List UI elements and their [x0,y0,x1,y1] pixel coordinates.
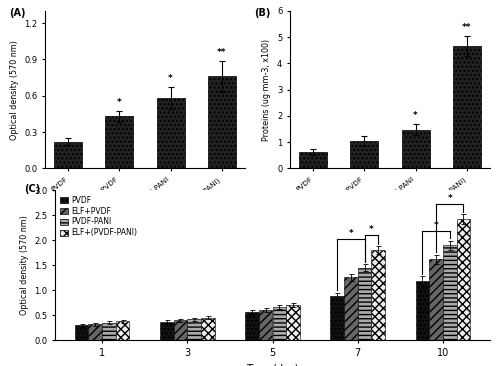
Bar [330,296,344,340]
Text: (A): (A) [9,8,26,18]
Bar [443,245,456,340]
Bar [208,76,236,168]
Y-axis label: Optical density (570 nm): Optical density (570 nm) [10,40,18,139]
Bar [174,320,188,340]
Bar [358,268,372,340]
Bar [344,277,358,340]
Bar [299,152,328,168]
Text: *: * [369,225,374,234]
Bar [372,250,385,340]
Y-axis label: Optical density (570 nm): Optical density (570 nm) [20,216,28,315]
Bar [102,323,116,340]
Text: **: ** [462,23,471,33]
Y-axis label: Proteins (ug·mm-3, x100): Proteins (ug·mm-3, x100) [262,38,272,141]
Bar [160,322,173,340]
Bar [259,310,272,340]
Text: *: * [448,194,452,203]
Bar [88,324,102,340]
Bar [272,307,286,340]
Bar [116,321,130,340]
Bar [286,305,300,340]
Bar [75,325,88,340]
Bar [430,259,443,340]
Text: (B): (B) [254,8,270,18]
Bar [188,320,201,340]
Bar [456,219,470,340]
Text: *: * [348,229,354,238]
Legend: PVDF, ELF+PVDF, PVDF-PANI, ELF+(PVDF-PANI): PVDF, ELF+PVDF, PVDF-PANI, ELF+(PVDF-PAN… [59,194,138,239]
Text: **: ** [217,48,226,57]
Text: *: * [413,111,418,120]
Bar [54,142,82,168]
Bar [106,116,134,168]
Bar [350,141,378,168]
Bar [402,130,429,168]
Bar [201,318,214,340]
Bar [452,46,481,168]
Text: *: * [168,74,173,83]
Bar [416,281,430,340]
Text: (C): (C) [24,184,41,194]
Bar [156,98,184,168]
X-axis label: Time (day): Time (day) [246,363,299,366]
Text: *: * [434,221,438,230]
Bar [245,312,259,340]
Text: *: * [117,98,122,107]
